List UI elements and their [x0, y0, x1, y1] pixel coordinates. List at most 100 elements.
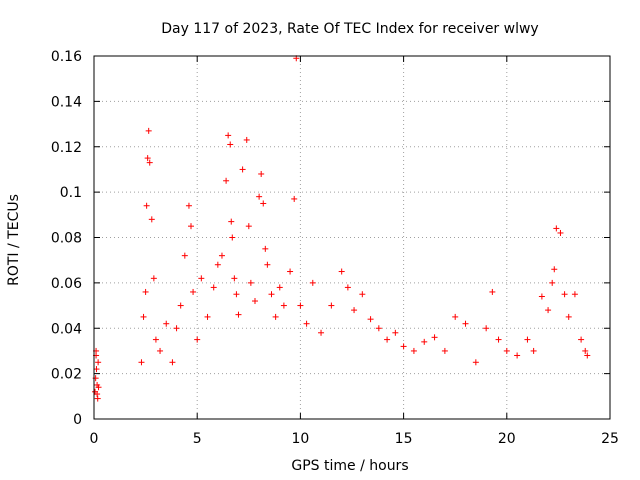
- data-point: [495, 336, 502, 343]
- y-tick-labels: 0 0.02 0.04 0.06 0.08 0.1 0.12 0.14 0.16: [51, 49, 82, 428]
- y-tick-label: 0.04: [51, 321, 82, 337]
- data-point: [309, 279, 316, 286]
- data-point: [483, 325, 490, 332]
- data-point: [163, 320, 170, 327]
- y-tick-label: 0.16: [51, 49, 82, 65]
- data-point: [144, 155, 151, 162]
- data-point: [276, 284, 283, 291]
- data-point: [410, 347, 417, 354]
- data-point: [421, 338, 428, 345]
- data-point: [152, 336, 159, 343]
- data-point: [138, 359, 145, 366]
- data-point: [173, 325, 180, 332]
- data-point: [472, 359, 479, 366]
- data-point: [190, 288, 197, 295]
- data-point: [264, 261, 271, 268]
- data-point: [210, 284, 217, 291]
- data-point: [204, 313, 211, 320]
- data-point: [235, 311, 242, 318]
- data-point: [245, 223, 252, 230]
- y-tick-label: 0: [73, 412, 82, 428]
- data-point: [225, 132, 232, 139]
- data-point: [553, 225, 560, 232]
- data-point: [538, 293, 545, 300]
- x-tick-label: 25: [601, 431, 619, 447]
- data-point: [297, 302, 304, 309]
- y-tick-label: 0.08: [51, 231, 82, 247]
- data-points: [92, 55, 591, 402]
- data-point: [177, 302, 184, 309]
- data-point: [351, 307, 358, 314]
- data-point: [268, 291, 275, 298]
- data-point: [318, 329, 325, 336]
- data-point: [530, 347, 537, 354]
- data-point: [239, 166, 246, 173]
- data-point: [549, 279, 556, 286]
- data-point: [489, 288, 496, 295]
- data-point: [146, 159, 153, 166]
- x-tick-label: 10: [291, 431, 309, 447]
- data-point: [198, 275, 205, 282]
- data-point: [185, 202, 192, 209]
- y-tick-label: 0.14: [51, 94, 82, 110]
- data-point: [584, 352, 591, 359]
- data-point: [392, 329, 399, 336]
- data-point: [148, 216, 155, 223]
- data-point: [565, 313, 572, 320]
- data-point: [272, 313, 279, 320]
- data-point: [231, 275, 238, 282]
- data-point: [287, 268, 294, 275]
- data-point: [503, 347, 510, 354]
- x-tick-label: 0: [90, 431, 99, 447]
- data-point: [233, 291, 240, 298]
- y-tick-label: 0.12: [51, 140, 82, 156]
- data-point: [188, 223, 195, 230]
- grid-lines: [94, 56, 610, 419]
- data-point: [514, 352, 521, 359]
- data-point: [262, 245, 269, 252]
- x-axis-label: GPS time / hours: [291, 458, 408, 474]
- data-point: [260, 200, 267, 207]
- data-point: [247, 279, 254, 286]
- chart-title: Day 117 of 2023, Rate Of TEC Index for r…: [161, 21, 538, 37]
- data-point: [375, 325, 382, 332]
- data-point: [582, 347, 589, 354]
- y-tick-label: 0.1: [60, 185, 82, 201]
- data-point: [571, 291, 578, 298]
- data-point: [243, 136, 250, 143]
- data-point: [169, 359, 176, 366]
- data-point: [214, 261, 221, 268]
- data-point: [452, 313, 459, 320]
- data-point: [194, 336, 201, 343]
- data-point: [258, 170, 265, 177]
- data-point: [441, 347, 448, 354]
- data-point: [344, 284, 351, 291]
- data-point: [328, 302, 335, 309]
- x-tick-label: 20: [498, 431, 516, 447]
- data-point: [228, 218, 235, 225]
- data-point: [280, 302, 287, 309]
- x-tick-labels: 0 5 10 15 20 25: [90, 431, 619, 447]
- data-point: [557, 229, 564, 236]
- y-tick-label: 0.06: [51, 276, 82, 292]
- data-point: [338, 268, 345, 275]
- data-point: [303, 320, 310, 327]
- data-point: [561, 291, 568, 298]
- data-point: [545, 307, 552, 314]
- data-point: [578, 336, 585, 343]
- data-point: [143, 202, 150, 209]
- data-point: [95, 359, 102, 366]
- data-point: [251, 298, 258, 305]
- y-tick-label: 0.02: [51, 367, 82, 383]
- data-point: [94, 395, 101, 402]
- data-point: [142, 288, 149, 295]
- data-point: [256, 193, 263, 200]
- data-point: [462, 320, 469, 327]
- data-point: [359, 291, 366, 298]
- data-point: [400, 343, 407, 350]
- data-point: [551, 266, 558, 273]
- data-point: [367, 316, 374, 323]
- data-point: [218, 252, 225, 259]
